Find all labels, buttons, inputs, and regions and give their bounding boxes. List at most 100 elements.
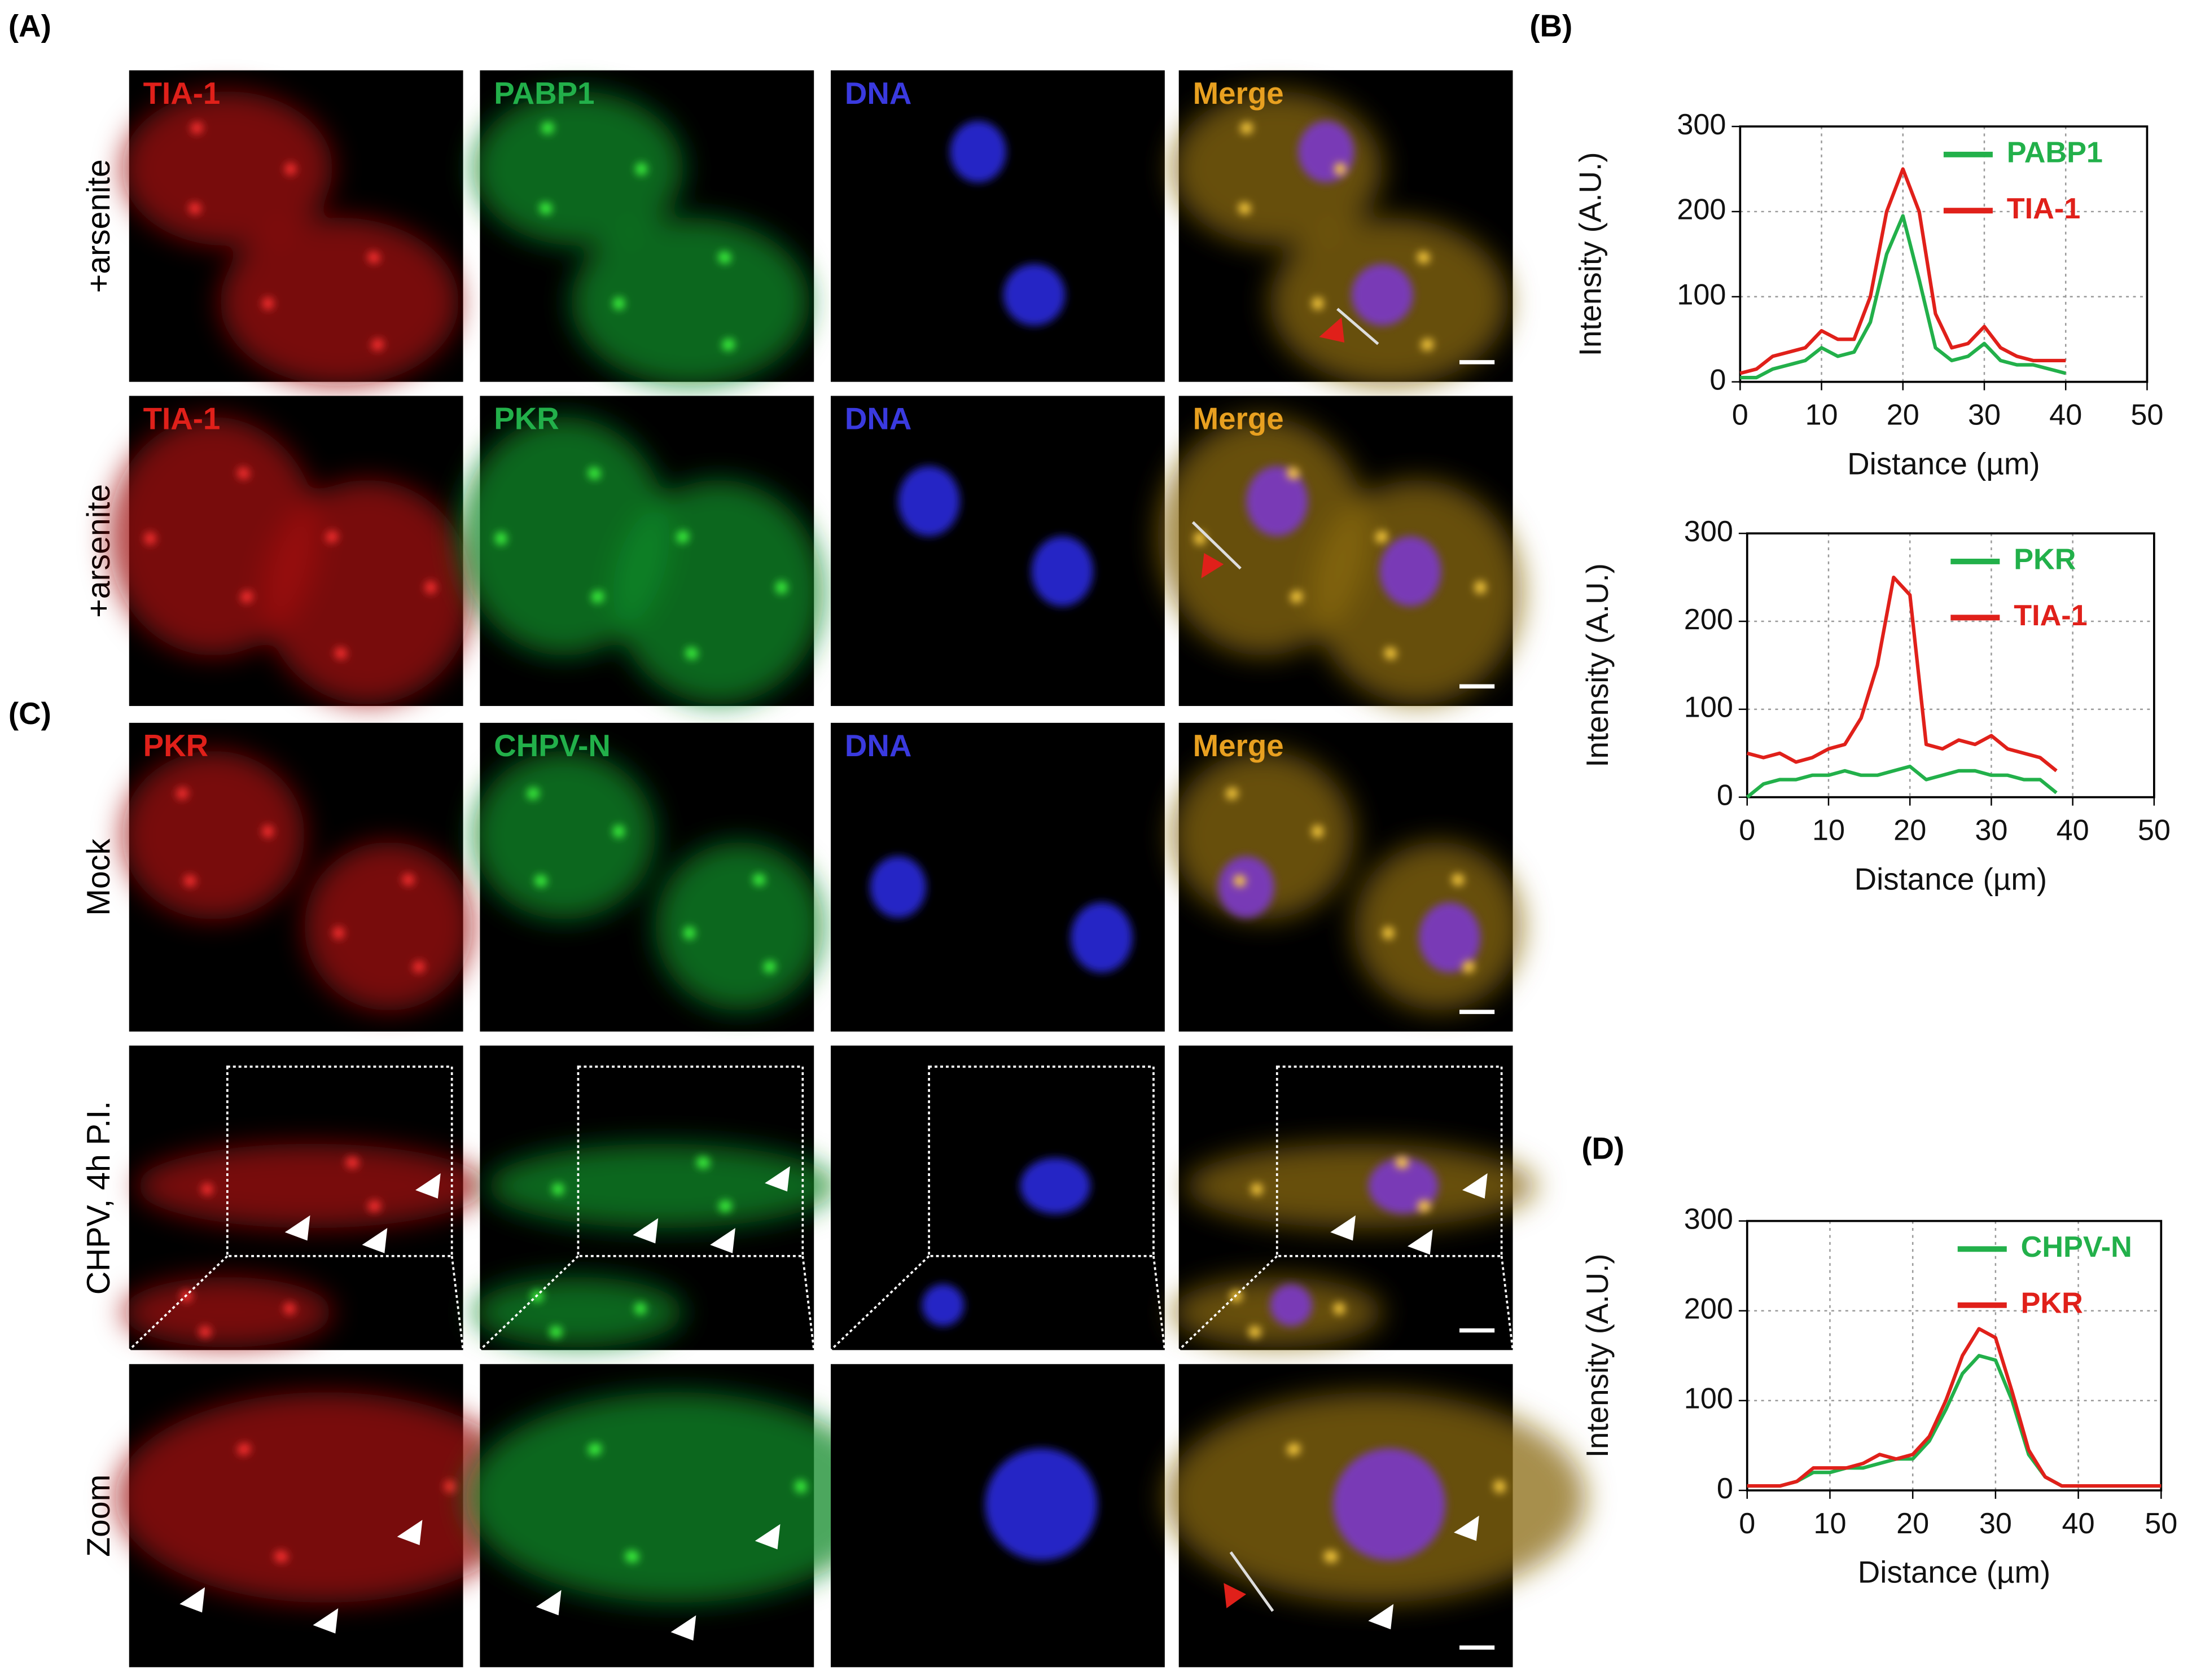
granule (495, 532, 507, 543)
nucleus (950, 121, 1006, 183)
nucleus (1368, 1157, 1439, 1214)
cell (472, 91, 683, 246)
nucleus-group (870, 856, 927, 918)
granule (718, 1200, 730, 1212)
arrowhead (765, 1166, 790, 1192)
image-background (831, 396, 1165, 707)
cell (1172, 751, 1354, 919)
nucleus (1270, 1284, 1312, 1327)
granule (274, 1550, 286, 1562)
zoom-box (577, 1065, 804, 1257)
cell (122, 1277, 333, 1348)
nucleus-group (922, 1284, 965, 1327)
x-tick-label: 50 (2138, 814, 2171, 847)
arrow (1201, 552, 1224, 578)
cell (115, 1392, 536, 1603)
cell (486, 1143, 838, 1229)
legend-label: TIA-1 (2014, 599, 2088, 632)
micrograph: DNA (831, 70, 1165, 382)
micrograph: CHPV-N (472, 722, 824, 1032)
granule (685, 647, 697, 659)
micrograph: PKR (122, 722, 473, 1032)
granule (764, 961, 775, 973)
micrograph (831, 1364, 1165, 1668)
granule (1376, 530, 1388, 542)
y-tick-label: 100 (1684, 691, 1733, 724)
nucleus-group (1246, 466, 1308, 537)
scan-line (1191, 521, 1242, 570)
nucleus (985, 1448, 1098, 1561)
channel-label: TIA-1 (143, 401, 221, 436)
granule (238, 468, 250, 480)
granule (635, 164, 647, 176)
puncta (495, 467, 787, 660)
nucleus (898, 466, 960, 537)
granule (1312, 826, 1323, 838)
puncta (237, 1443, 456, 1563)
granule (332, 927, 344, 938)
x-tick-label: 0 (1739, 814, 1755, 847)
cell-signal (472, 1143, 838, 1348)
granule (413, 961, 424, 973)
granule (550, 1326, 562, 1337)
y-tick-label: 300 (1677, 108, 1726, 141)
x-tick-label: 0 (1732, 399, 1748, 432)
granule (284, 164, 296, 176)
channel-label: Merge (1193, 401, 1284, 436)
cell (571, 217, 810, 387)
nucleus (1218, 856, 1274, 918)
granule (371, 339, 383, 351)
channel-label: TIA-1 (143, 76, 221, 111)
granule (1475, 582, 1487, 594)
granule (591, 591, 603, 603)
granule (720, 252, 731, 264)
y-tick-label: 0 (1717, 1472, 1733, 1505)
nucleus-group (1218, 856, 1274, 918)
arrowhead (755, 1524, 781, 1550)
granule (775, 582, 787, 594)
x-tick-label: 10 (1812, 814, 1845, 847)
y-tick-label: 0 (1709, 363, 1726, 396)
granule (1382, 927, 1394, 938)
x-tick-label: 10 (1813, 1507, 1846, 1540)
micrograph (466, 1364, 887, 1668)
arrowhead (1462, 1173, 1488, 1199)
cell (304, 842, 473, 1011)
legend-label: PKR (2021, 1287, 2083, 1320)
x-tick-label: 0 (1739, 1507, 1755, 1540)
x-axis-label: Distance (µm) (1847, 446, 2040, 481)
cell (613, 480, 824, 705)
granule (1238, 202, 1250, 214)
granule (368, 1200, 379, 1212)
nucleus-group (1031, 536, 1094, 607)
puncta (527, 787, 776, 973)
granule (634, 1303, 646, 1315)
micrograph: TIA-1 (122, 70, 463, 387)
granule (183, 875, 195, 887)
granule (552, 1183, 564, 1195)
panel-label: (A) (8, 8, 51, 43)
granule (1241, 122, 1253, 134)
granule (369, 252, 380, 264)
granule (753, 874, 765, 886)
row-label: Mock (81, 839, 117, 916)
granule (1397, 1157, 1409, 1169)
granule (1312, 297, 1323, 309)
nucleus (1071, 902, 1133, 973)
nucleus (1031, 536, 1094, 607)
y-tick-label: 0 (1717, 779, 1733, 812)
granule (1324, 1550, 1336, 1562)
nucleus-group (950, 121, 1006, 183)
micrograph: Merge (1172, 722, 1523, 1032)
cell (220, 217, 459, 387)
nucleus-group (985, 1448, 1098, 1561)
nucleus-group (1379, 536, 1441, 607)
zoom-line (1152, 1256, 1166, 1350)
granule (534, 875, 546, 887)
granule (262, 826, 274, 838)
plot-frame (1746, 1220, 2163, 1492)
granule (1384, 647, 1396, 659)
zoom-box (226, 1065, 453, 1257)
x-tick-label: 30 (1979, 1507, 2012, 1540)
puncta (176, 787, 425, 973)
